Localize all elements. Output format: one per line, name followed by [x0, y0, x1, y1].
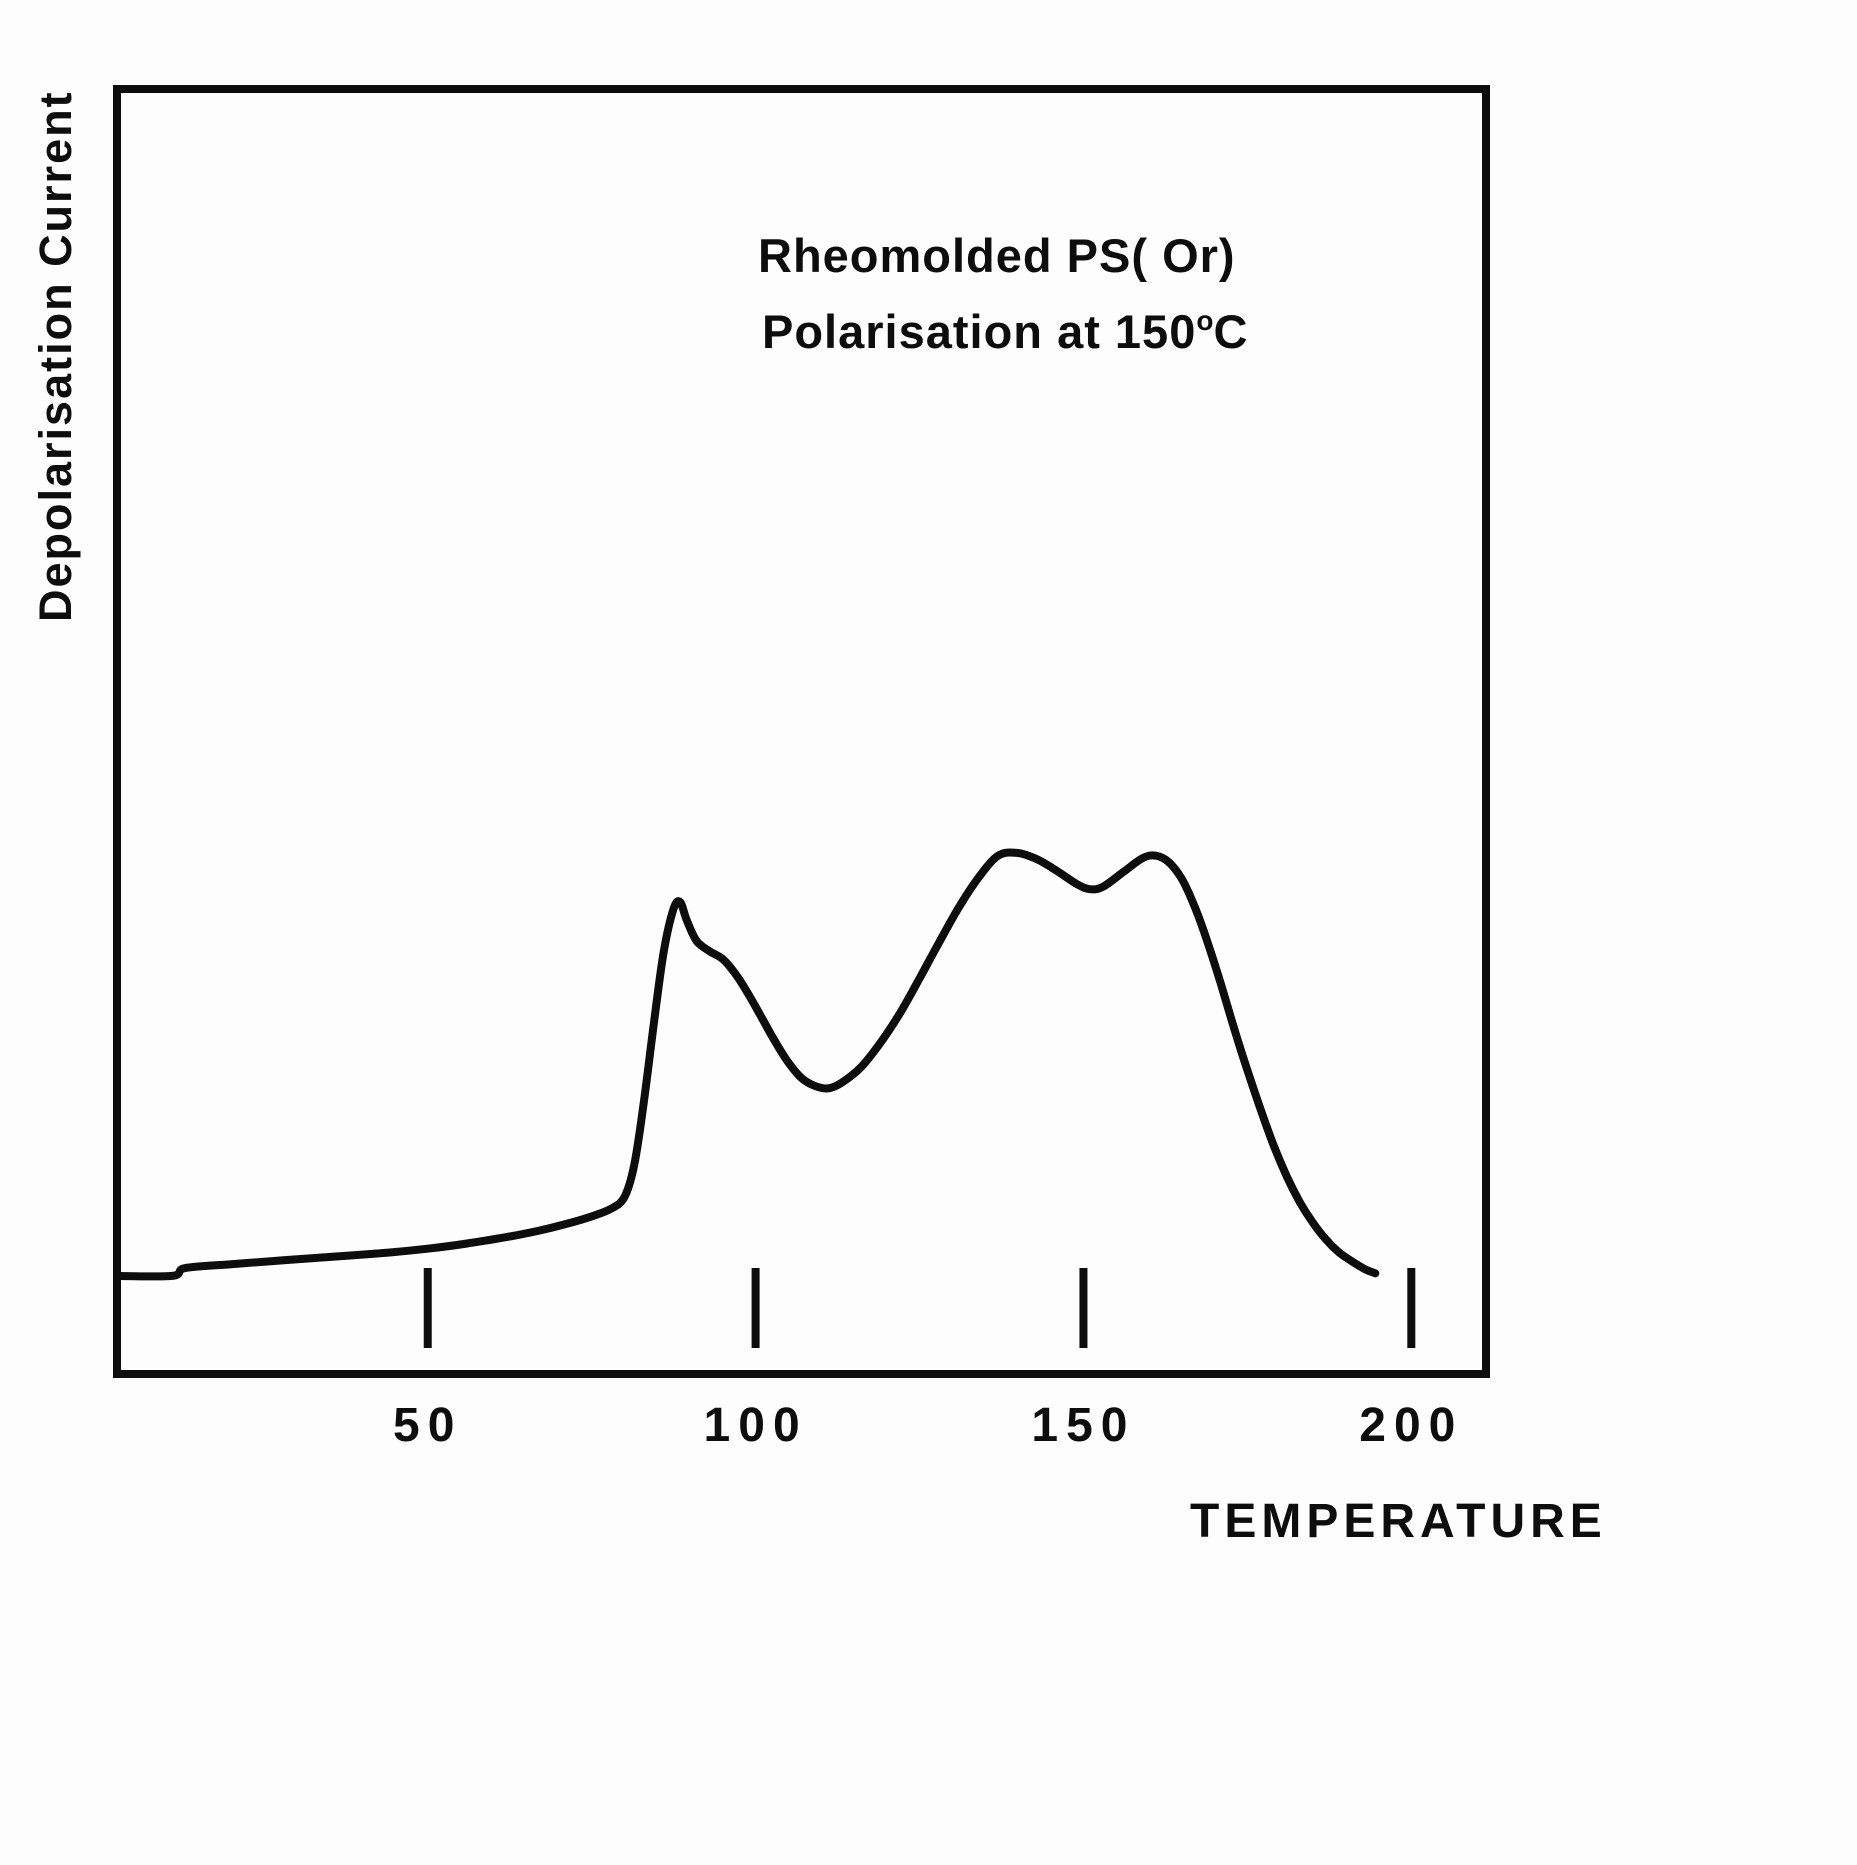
plot-border [113, 85, 1490, 1378]
degree-superscript: o [1196, 305, 1214, 336]
x-tick-label: 200 [1359, 1399, 1464, 1452]
annotation-celsius: C [1213, 305, 1249, 358]
x-tick-label: 50 [393, 1399, 463, 1452]
annotation-polarisation-text: Polarisation at 150 [762, 305, 1197, 358]
tsdc-curve [113, 848, 1380, 1281]
tsdc-plot-svg [113, 85, 1490, 1378]
x-tick-label: 150 [1031, 1399, 1136, 1452]
x-tick-label: 100 [703, 1399, 808, 1452]
x-axis-label: TEMPERATURE [1190, 1495, 1607, 1548]
annotation-sample-name: Rheomolded PS( Or) [758, 229, 1236, 282]
y-axis-label: Depolarisation Current [30, 90, 81, 622]
plot-area [113, 85, 1490, 1378]
annotation-polarisation: Polarisation at 150oC [762, 304, 1248, 359]
